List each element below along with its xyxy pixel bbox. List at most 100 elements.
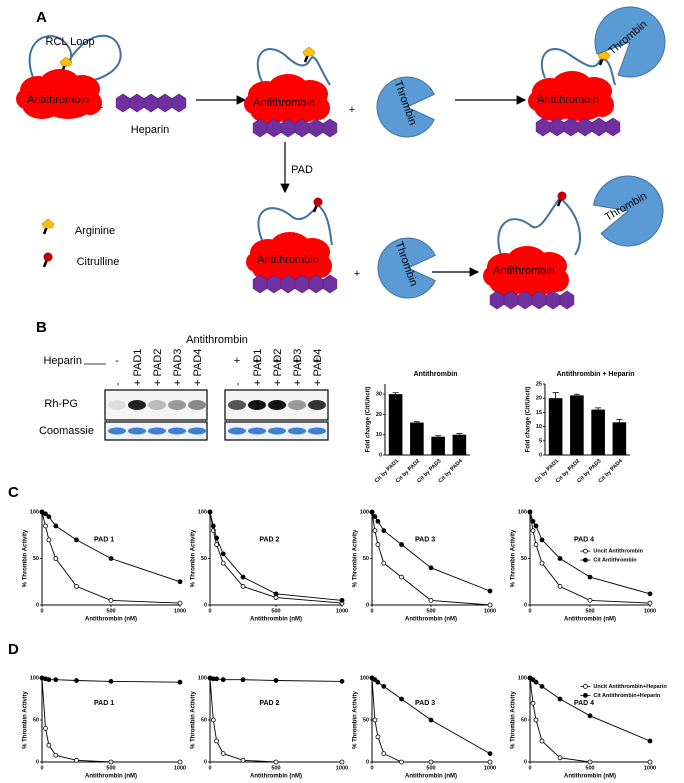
y-tick-label: 20 bbox=[376, 412, 382, 418]
label: Citrulline bbox=[77, 256, 120, 268]
series-line bbox=[41, 511, 181, 583]
x-tick-label: 500 bbox=[106, 608, 115, 614]
blob-part bbox=[491, 256, 551, 288]
x-tick-label: 500 bbox=[585, 765, 594, 771]
y-tick-label: 50 bbox=[521, 717, 527, 723]
x-tick-label: 0 bbox=[528, 608, 531, 614]
data-point bbox=[372, 528, 378, 533]
series-line bbox=[371, 511, 491, 592]
data-point bbox=[339, 759, 345, 765]
rcl-loop bbox=[497, 197, 581, 259]
y-tick-label: 0 bbox=[36, 602, 39, 608]
x-tick-label: 0 bbox=[208, 608, 211, 614]
y-tick-label: 50 bbox=[521, 556, 527, 562]
data-point bbox=[177, 679, 183, 685]
data-point bbox=[375, 518, 381, 524]
data-point bbox=[647, 738, 653, 744]
data-point bbox=[220, 751, 226, 756]
coomassie-band bbox=[188, 427, 206, 435]
data-point bbox=[108, 678, 114, 684]
data-point bbox=[53, 677, 59, 683]
series-line bbox=[371, 511, 491, 606]
rcl-loop bbox=[257, 204, 333, 246]
label: + PAD4 bbox=[192, 349, 204, 386]
label: Antithrombin bbox=[537, 94, 599, 106]
x-tick-label: 1000 bbox=[484, 765, 496, 771]
data-point bbox=[647, 600, 653, 606]
legend-label: Cit Antithrombin+Heparin bbox=[593, 693, 661, 699]
heparin-hexagon bbox=[322, 118, 338, 138]
series-line bbox=[209, 677, 342, 763]
y-tick-label: 0 bbox=[204, 602, 207, 608]
data-point bbox=[647, 759, 653, 765]
data-point bbox=[43, 523, 48, 529]
x-tick-label: 1000 bbox=[336, 608, 348, 614]
y-tick-label: 100 bbox=[518, 675, 527, 681]
blob-part bbox=[308, 254, 332, 278]
label: + bbox=[274, 355, 280, 367]
data-point bbox=[46, 514, 52, 520]
x-tick-label: 1000 bbox=[174, 765, 186, 771]
data-point bbox=[74, 537, 79, 543]
data-point bbox=[539, 738, 545, 744]
data-point bbox=[53, 752, 59, 758]
label: + bbox=[354, 268, 360, 280]
data-point bbox=[46, 742, 52, 748]
data-point bbox=[369, 509, 375, 515]
y-tick-label: 5 bbox=[539, 438, 542, 444]
data-point bbox=[210, 523, 216, 529]
data-point bbox=[587, 759, 593, 765]
data-point bbox=[381, 684, 387, 689]
heparin-hexagon bbox=[559, 290, 575, 310]
x-tick-label: 1000 bbox=[644, 765, 656, 771]
data-point bbox=[53, 556, 59, 561]
label: Arginine bbox=[75, 225, 115, 237]
heparin-hexagon bbox=[143, 93, 159, 113]
y-axis-label: Fold change (Cit/Uncit) bbox=[526, 387, 532, 453]
chart-title: PAD 4 bbox=[574, 537, 594, 544]
data-point bbox=[557, 696, 563, 702]
coomassie-band bbox=[248, 427, 266, 435]
chart-title: PAD 2 bbox=[259, 537, 279, 544]
label: Coomassie bbox=[39, 425, 94, 437]
series-line bbox=[209, 511, 343, 604]
x-tick-label: 500 bbox=[271, 608, 280, 614]
data-point bbox=[487, 588, 493, 594]
series-line bbox=[41, 677, 180, 763]
y-axis-label: % Thrombin Activity bbox=[511, 690, 517, 748]
label: + PAD4 bbox=[312, 349, 324, 386]
y-axis-label: % Thrombin Activity bbox=[511, 529, 517, 587]
chart-title: PAD 3 bbox=[415, 700, 435, 707]
y-tick-label: 0 bbox=[524, 602, 527, 608]
data-point bbox=[220, 551, 226, 557]
panel-label: C bbox=[8, 484, 19, 501]
data-point bbox=[46, 677, 52, 683]
legend-label: Uncit Antithrombin+Heparin bbox=[593, 684, 667, 690]
data-point bbox=[220, 560, 226, 566]
heparin-hexagon bbox=[129, 93, 145, 113]
y-tick-label: 50 bbox=[363, 717, 369, 723]
data-point bbox=[273, 759, 279, 765]
blob-part bbox=[306, 96, 330, 120]
data-point bbox=[428, 759, 434, 765]
y-tick-label: 100 bbox=[30, 509, 39, 515]
blob-part bbox=[24, 79, 84, 111]
bar bbox=[612, 422, 627, 455]
label: + PAD2 bbox=[152, 349, 164, 386]
rh-pg-band bbox=[248, 400, 266, 410]
data-point bbox=[533, 717, 539, 723]
rh-pg-band bbox=[288, 400, 306, 410]
label: + bbox=[97, 102, 103, 114]
y-tick-label: 100 bbox=[198, 509, 207, 515]
bar bbox=[431, 436, 445, 455]
data-point bbox=[539, 560, 545, 566]
data-point bbox=[381, 528, 387, 533]
data-point bbox=[74, 757, 79, 763]
x-tick-label: 1000 bbox=[174, 608, 186, 614]
data-point bbox=[108, 556, 114, 561]
y-tick-label: 0 bbox=[366, 602, 369, 608]
series-line bbox=[209, 511, 343, 601]
chart-title: PAD 3 bbox=[415, 537, 435, 544]
data-point bbox=[587, 713, 593, 719]
legend-label: Uncit Antithrombin bbox=[593, 549, 643, 555]
